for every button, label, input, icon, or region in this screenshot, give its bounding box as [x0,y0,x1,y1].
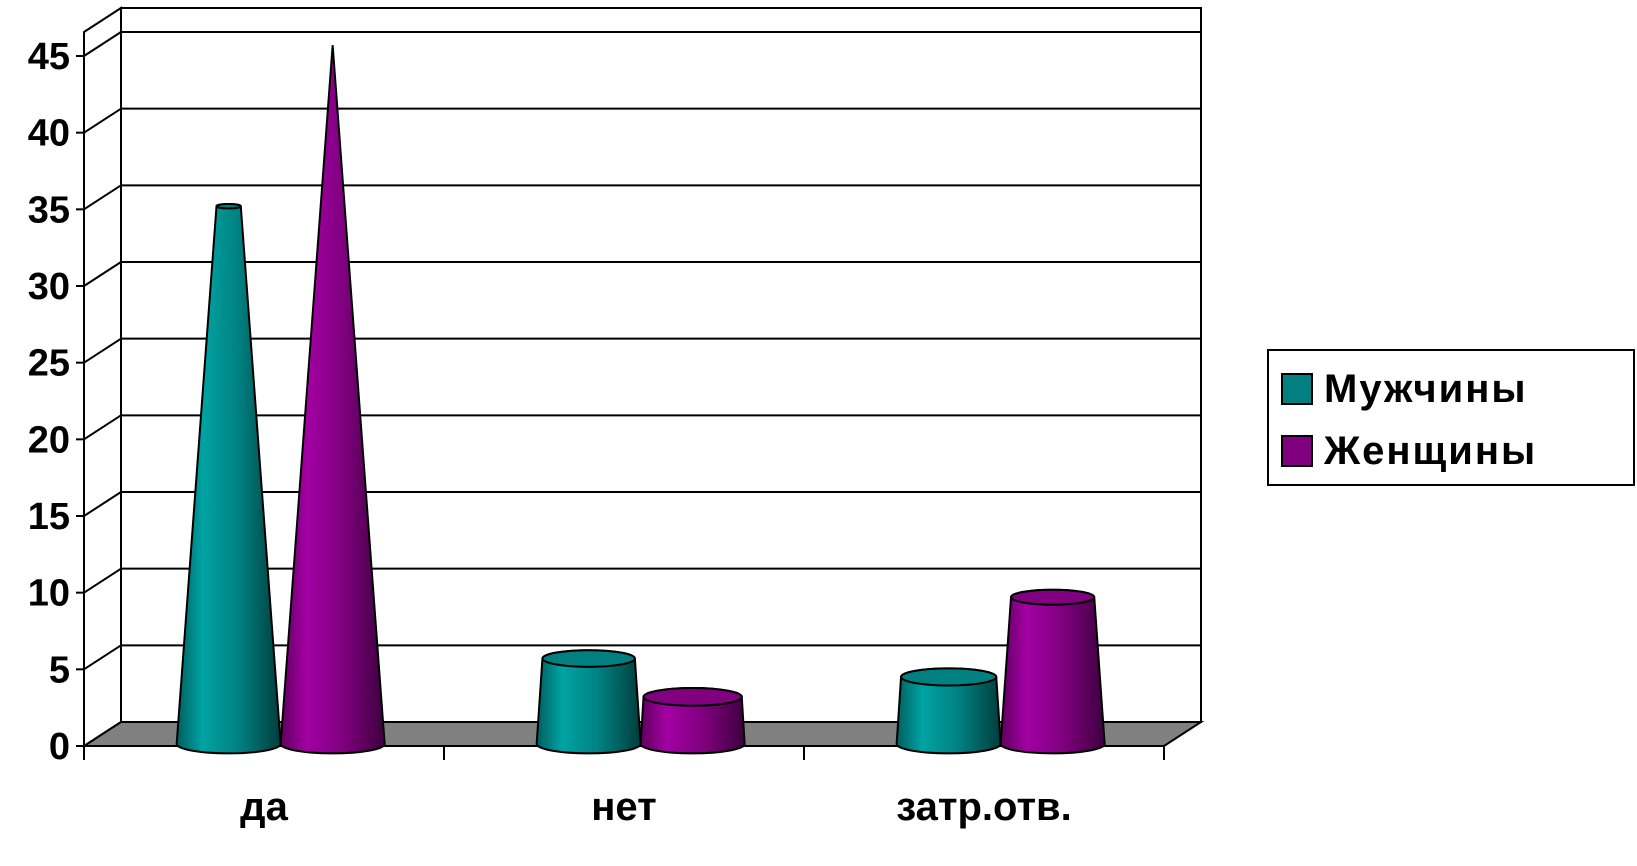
x-tick-label: да [240,785,288,829]
bar [639,687,746,755]
y-tick-label: 30 [28,266,70,308]
bar [895,667,1002,755]
y-tick-label: 10 [28,573,70,615]
gridline-side [83,31,122,57]
gridline-side [83,644,122,671]
y-tick-label: 20 [28,419,70,461]
legend-swatch [1281,435,1313,467]
y-tick-label: 35 [28,189,70,231]
bar [279,45,386,755]
side-wall [83,6,122,748]
y-tick-label: 45 [28,36,70,78]
bar-top [541,649,636,668]
y-tick-label: 0 [49,726,70,768]
y-tick-label: 25 [28,343,70,385]
gridline-side [83,184,122,211]
bar-top [215,203,242,210]
bar [535,649,642,755]
y-axis-ticks: 0 5 10 15 20 25 30 35 40 45 [28,36,84,768]
x-tick-label: затр.отв. [896,785,1071,829]
legend: Мужчины Женщины [1267,349,1635,486]
legend-swatch [1281,373,1313,405]
y-tick-label: 5 [49,649,70,691]
bar-top [900,667,998,687]
gridline-side [83,107,122,134]
gridline-side [83,567,122,594]
legend-label: Женщины [1323,429,1537,473]
gridline-side [83,337,122,364]
y-tick-label: 40 [28,113,70,155]
bar-top [1010,588,1096,606]
gridline-side [83,261,122,287]
y-tick-label: 15 [28,496,70,538]
legend-box [1267,349,1635,486]
bar-top [642,687,743,707]
bar [999,588,1106,755]
bar-body [999,588,1106,755]
x-axis-ticks: да нет затр.отв. [83,746,1165,829]
gridline-side [83,491,122,517]
x-tick-label: нет [591,785,656,829]
legend-label: Мужчины [1324,367,1528,411]
chart-bars [175,45,1106,755]
gridline-side [83,414,122,441]
bar [175,203,282,755]
bar-body [279,45,386,755]
